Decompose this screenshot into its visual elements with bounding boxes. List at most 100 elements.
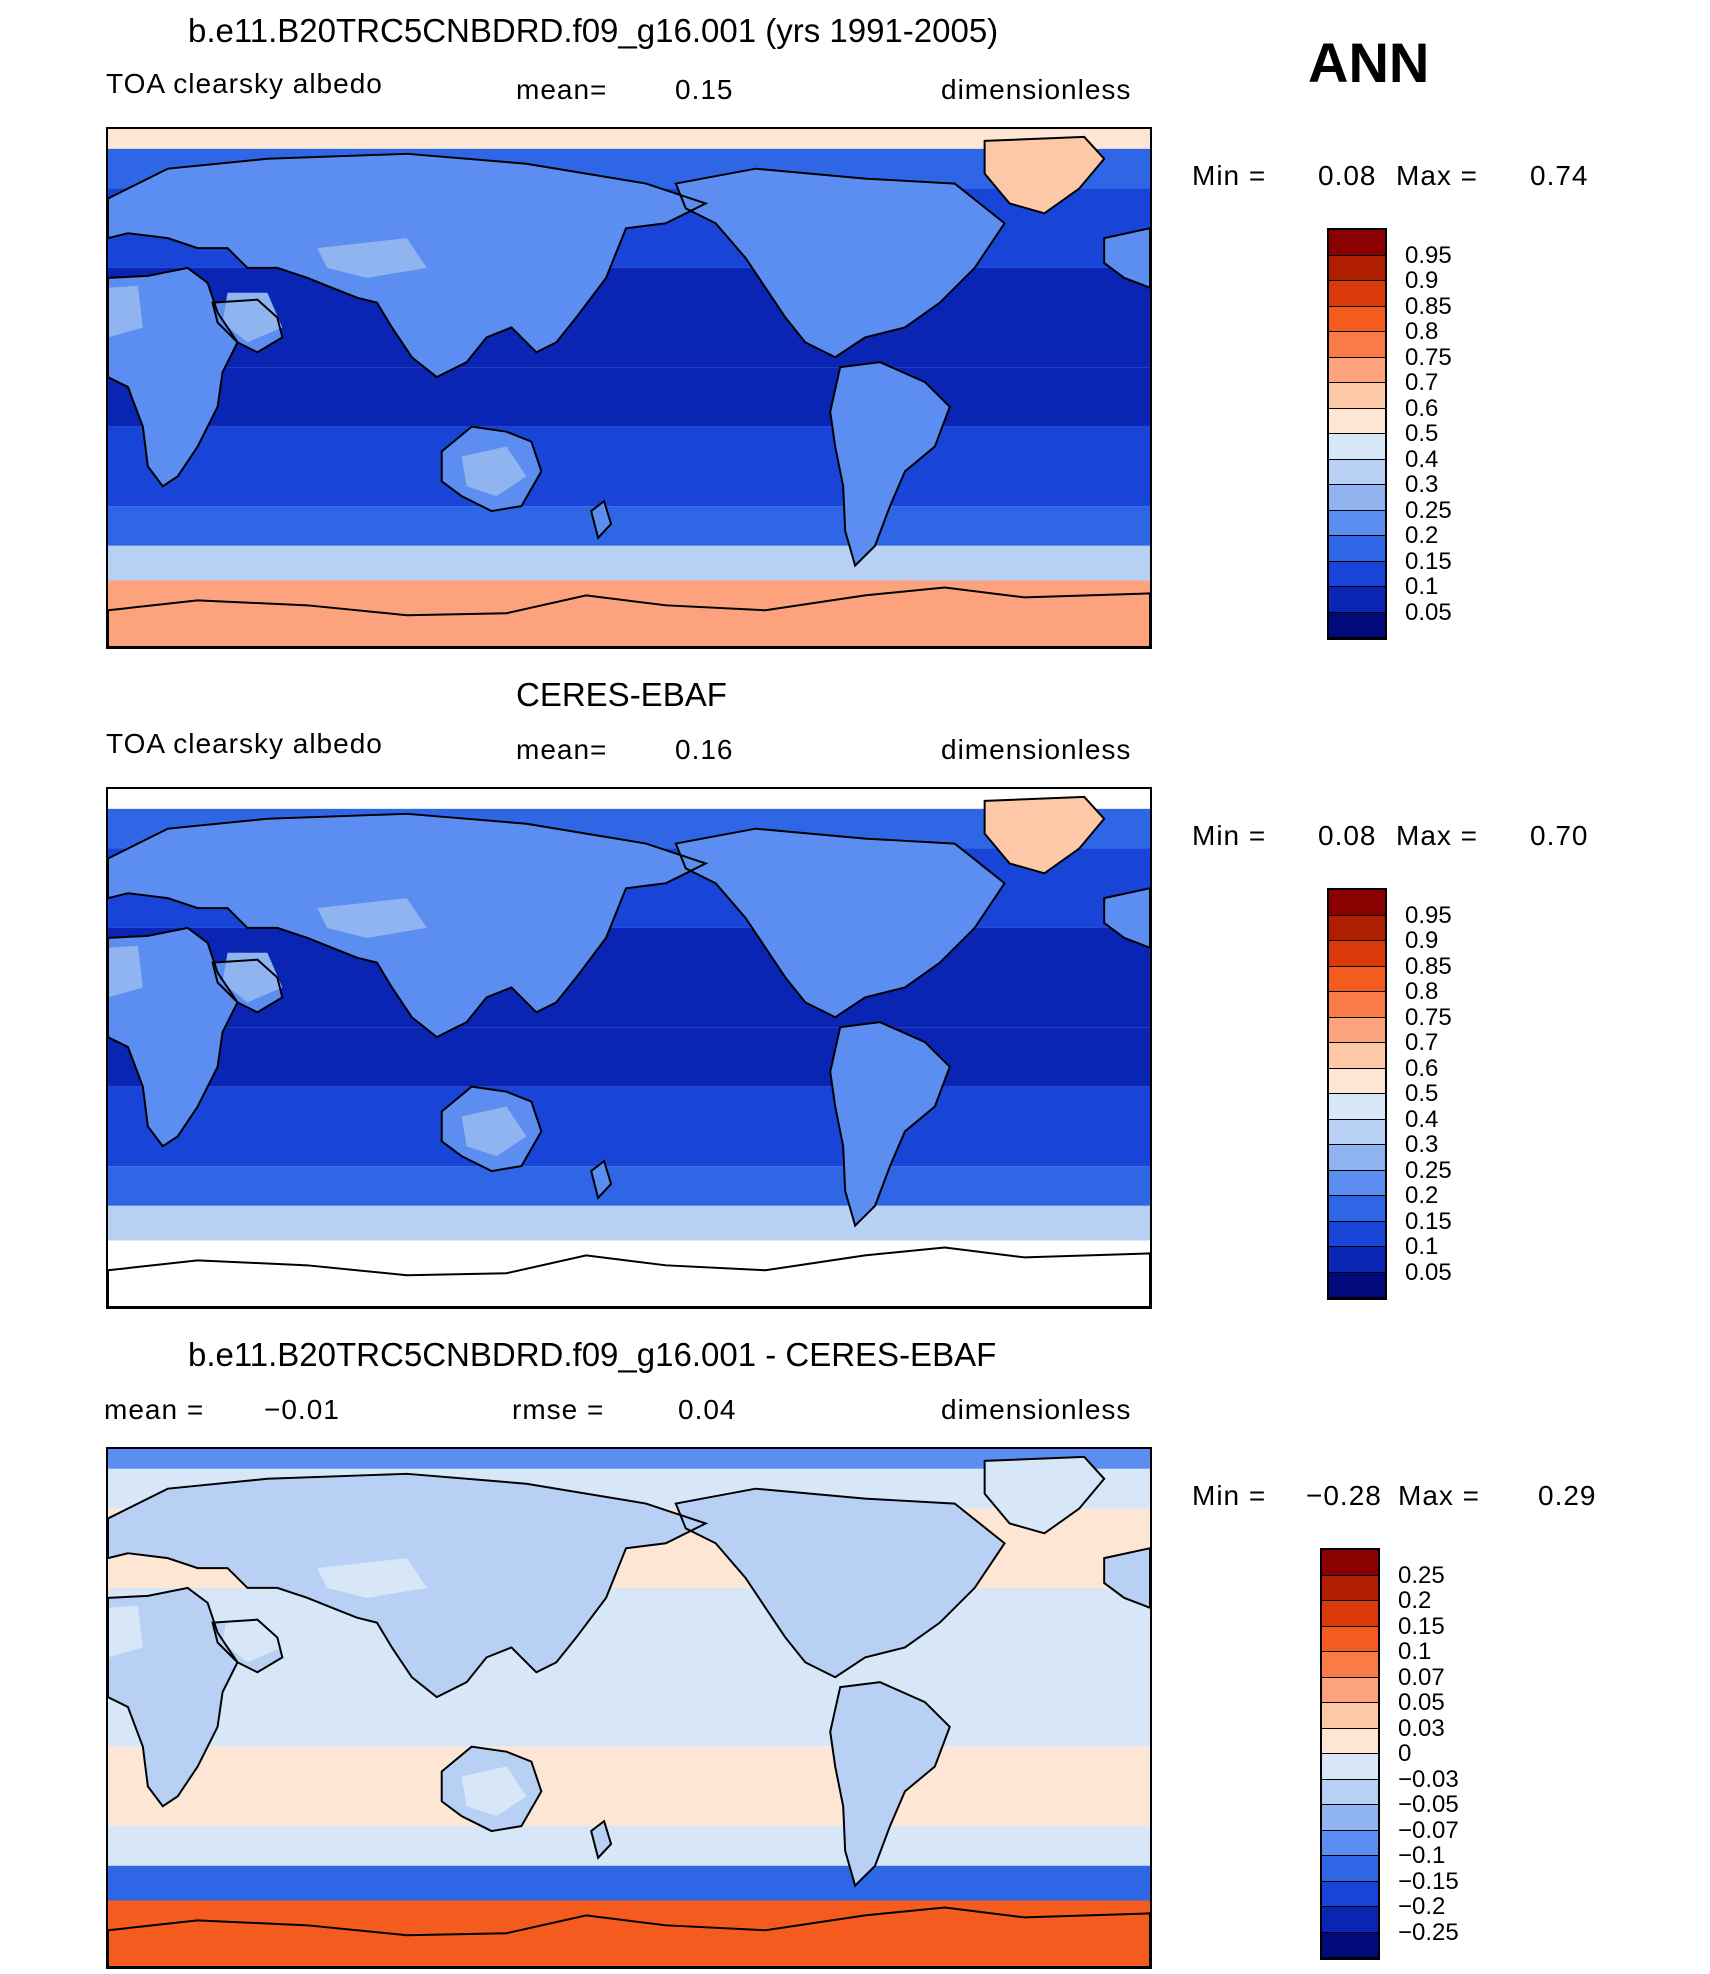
colorbar-box (1327, 888, 1387, 1300)
land-fill-europe (1104, 1548, 1150, 1608)
coastline (440, 1745, 543, 1833)
bright-region (222, 292, 283, 343)
colorbar-tick-label: 0.9 (1405, 267, 1439, 294)
colorbar-tick-label: 0.25 (1405, 1156, 1452, 1184)
colorbar-swatch (1322, 1703, 1378, 1729)
coastline (108, 1472, 709, 1699)
coastline (440, 425, 543, 513)
panel-title-model: b.e11.B20TRC5CNBDRD.f09_g16.001 (yrs 199… (188, 12, 999, 49)
colorbar-tick-label: 0.7 (1405, 369, 1439, 396)
coastline (1103, 887, 1150, 949)
colorbar-swatch (1329, 1094, 1385, 1120)
coastline (829, 1021, 951, 1228)
field-band (108, 1865, 1150, 1901)
colorbar-tick-label: 0.25 (1398, 1561, 1445, 1589)
colorbar-swatch (1322, 1830, 1378, 1856)
colorbar-tick-label: 0.2 (1405, 1182, 1439, 1209)
panel-title-obs: CERES-EBAF (516, 676, 727, 713)
map-diff (106, 1447, 1152, 1969)
colorbar-swatch (1329, 1170, 1385, 1196)
land-fill-antarctica (108, 1247, 1150, 1307)
panel-rmse-label: rmse = (512, 1394, 605, 1425)
colorbar-tick-label: 0 (1398, 1740, 1412, 1767)
colorbar-tick-label: 0.85 (1405, 952, 1452, 980)
land-fill-antarctica (108, 587, 1150, 647)
coastline (983, 1455, 1106, 1535)
coastline (108, 1906, 1150, 1967)
field-band (108, 1687, 1150, 1747)
colorbar-tick-label: 0.95 (1405, 241, 1452, 269)
field-band (108, 426, 1150, 507)
land-fill-europe (1104, 228, 1150, 288)
colorbar-tick-label: −0.1 (1398, 1842, 1446, 1869)
colorbar-tick-label: 0.15 (1405, 547, 1452, 575)
bright-region (108, 945, 143, 998)
panel-title-diff: b.e11.B20TRC5CNBDRD.f09_g16.001 - CERES-… (188, 1336, 997, 1373)
colorbar-swatch (1329, 434, 1385, 460)
colorbar-tick-label: 0.5 (1405, 1080, 1439, 1107)
colorbar-swatch (1329, 1196, 1385, 1222)
coastline (1103, 1547, 1150, 1609)
coastline (590, 1159, 613, 1200)
season-label: ANN (1308, 31, 1430, 94)
colorbar-swatch (1329, 1272, 1385, 1298)
coastline (590, 1819, 613, 1860)
min-label: Min = (1192, 1480, 1267, 1511)
colorbar-swatch (1322, 1754, 1378, 1780)
colorbar-swatch (1329, 255, 1385, 281)
max-value: 0.70 (1530, 820, 1589, 851)
colorbar-box (1327, 228, 1387, 640)
colorbar-tick-label: 0.95 (1405, 901, 1452, 929)
coastline (674, 827, 1006, 1019)
colorbar-tick-label: 0.6 (1405, 1054, 1439, 1082)
colorbar-swatch (1329, 992, 1385, 1018)
panel-mean-label: mean = (104, 1394, 205, 1425)
colorbar-swatch (1322, 1932, 1378, 1958)
field-band (108, 1826, 1150, 1866)
field-band (108, 1449, 1150, 1469)
field-band (108, 1746, 1150, 1827)
colorbar-tick-label: 0.8 (1405, 978, 1439, 1005)
coastline (590, 499, 613, 540)
colorbar-tick-label: 0.05 (1405, 1258, 1452, 1286)
min-label: Min = (1192, 160, 1267, 191)
colorbar-swatch (1329, 1119, 1385, 1145)
colorbar-tick-label: 0.7 (1405, 1029, 1439, 1056)
bright-region (317, 898, 427, 938)
field-band (108, 367, 1150, 427)
colorbar-swatch (1329, 1043, 1385, 1069)
bright-region (108, 285, 143, 338)
land-fill-samerica (830, 1022, 950, 1226)
panel-mean-label: mean= (516, 734, 608, 765)
map-obs (106, 787, 1152, 1309)
colorbar-swatch (1329, 332, 1385, 358)
max-value: 0.74 (1530, 160, 1589, 191)
field-band (108, 129, 1150, 149)
colorbar-tick-label: 0.05 (1398, 1689, 1445, 1716)
bright-region (222, 952, 283, 1003)
colorbar-tick-label: 0.3 (1405, 471, 1439, 498)
field-band (108, 1587, 1150, 1688)
colorbar-tick-label: 0.9 (1405, 927, 1439, 954)
field-band (108, 506, 1150, 546)
panel-mean-value: 0.15 (675, 74, 734, 105)
coastline (983, 795, 1106, 875)
colorbar-tick-label: 0.1 (1405, 1233, 1439, 1260)
colorbar-swatch (1329, 587, 1385, 613)
colorbar-tick-label: 0.75 (1405, 343, 1452, 371)
panel-units: dimensionless (941, 74, 1132, 105)
max-label: Max = (1398, 1480, 1481, 1511)
field-band (108, 1086, 1150, 1167)
panel-mean-value: 0.16 (675, 734, 734, 765)
colorbar-swatch (1322, 1881, 1378, 1907)
coastline (108, 812, 709, 1039)
colorbar-swatch (1329, 459, 1385, 485)
colorbar-swatch (1322, 1728, 1378, 1754)
colorbar-tick-label: 0.5 (1405, 420, 1439, 447)
colorbar-tick-label: 0.75 (1405, 1003, 1452, 1031)
coastline (829, 1681, 951, 1888)
bright-region (461, 446, 527, 497)
colorbar-tick-label: −0.05 (1398, 1791, 1459, 1818)
land-fill-namerica (675, 1488, 1005, 1678)
colorbar-swatch (1329, 306, 1385, 332)
